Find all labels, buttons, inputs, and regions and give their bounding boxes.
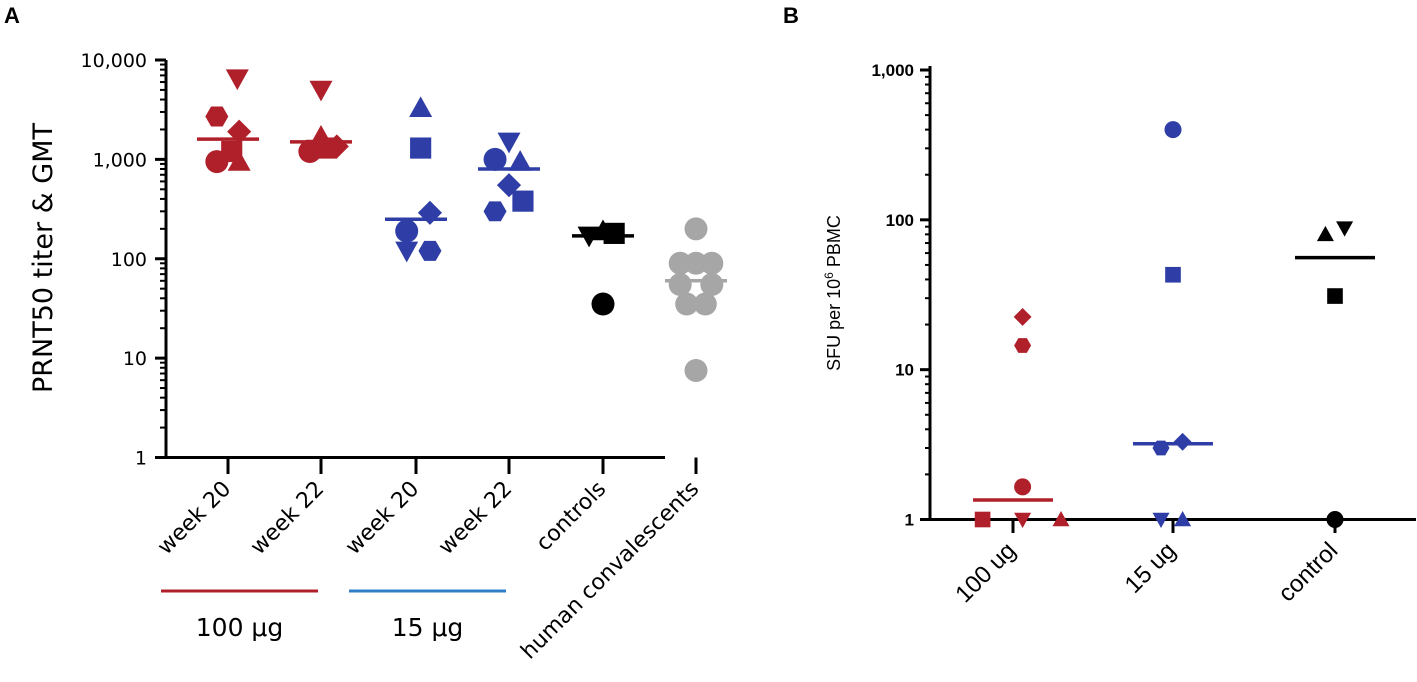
panel-b-y-axis-label: SFU per 106 PBMC <box>822 215 844 371</box>
panel-b-diamond-point <box>1173 432 1192 451</box>
panel-b-y-label-prefix: SFU per 10 <box>824 279 844 371</box>
panel-a-circle-point <box>700 273 724 297</box>
panel-a-circle-point <box>668 251 692 275</box>
panel-b-square-point <box>1327 288 1343 304</box>
panel-a-dose-label: 15 μg <box>392 613 464 642</box>
panel-a-x-tick-label: week 22 <box>434 477 517 560</box>
panel-a-x-tick-label: week 22 <box>246 477 329 560</box>
panel-label-b: B <box>783 3 799 28</box>
panel-a-y-tick-label: 100 <box>111 249 147 271</box>
panel-b-x-tick-label: 100 ug <box>950 537 1021 608</box>
panel-b-y-label-superscript: 6 <box>822 272 836 279</box>
panel-a-points <box>205 69 724 383</box>
panel-a-hexagon-point <box>483 201 507 222</box>
panel-a-square-point <box>316 137 338 159</box>
panel-b-y-tick-label: 10 <box>895 361 914 380</box>
panel-a-triangle-up-point <box>227 150 251 171</box>
panel-b-y-tick-label: 1 <box>905 511 914 530</box>
panel-a-x-tick-label: week 20 <box>341 477 424 560</box>
panel-a-triangle-down-point <box>395 241 419 263</box>
panel-b-y-tick-label: 100 <box>886 211 914 230</box>
panel-a-circle-point <box>395 219 419 243</box>
panel-b-hexagon-point <box>1014 338 1032 353</box>
panel-a-y-axis-label: PRNT50 titer & GMT <box>28 123 59 393</box>
panel-a-y-tick-label: 10,000 <box>81 50 147 72</box>
panel-a-triangle-down-point <box>577 226 601 248</box>
panel-b-square-point <box>1165 266 1181 283</box>
panel-b-triangle-down-point <box>1014 512 1032 528</box>
panel-a-circle-point <box>668 273 692 297</box>
panel-a-circle-point <box>675 292 699 316</box>
panel-b-circle-point <box>1326 511 1344 528</box>
panel-label-a: A <box>4 3 20 28</box>
panel-a-circle-point <box>684 251 708 275</box>
panel-a-dose-groups: 100 μg 15 μg <box>161 589 506 642</box>
panel-b: B 1 10 100 1,000 100 ug 15 ug control SFU per… <box>783 3 1416 608</box>
panel-a-x-tick-label: week 20 <box>153 477 236 560</box>
panel-a-y-tick-label: 1,000 <box>93 149 147 171</box>
panel-a-square-point <box>410 137 432 159</box>
panel-b-square-point <box>974 511 991 528</box>
panel-a-y-tick-label: 10 <box>123 348 147 370</box>
panel-b-points <box>974 121 1354 528</box>
panel-a-hexagon-point <box>418 240 442 261</box>
panel-a-diamond-point <box>417 200 443 225</box>
panel-b-triangle-up-point <box>1316 225 1334 242</box>
panel-b-hexagon-point <box>1152 440 1170 456</box>
panel-a-triangle-down-point <box>497 132 521 154</box>
panel-a-square-point <box>512 190 534 212</box>
panel-a-x-tick-label: controls <box>532 477 612 557</box>
panel-a-y-axis: 1 10 100 1,000 10,000 <box>81 50 168 470</box>
panel-a-y-tick-label: 1 <box>135 448 147 470</box>
panel-b-x-tick-label: 15 ug <box>1120 537 1182 599</box>
panel-b-y-label-suffix: PBMC <box>824 215 844 272</box>
panel-a-circle-point <box>693 292 717 316</box>
panel-b-median-lines <box>973 255 1375 502</box>
panel-a-circle-point <box>483 147 507 171</box>
panel-a-triangle-up-point <box>508 150 532 171</box>
panel-b-triangle-up-point <box>1052 511 1070 527</box>
panel-b-y-tick-label: 1,000 <box>871 61 914 80</box>
panel-a-circle-point <box>684 217 708 241</box>
panel-b-circle-point <box>1164 121 1182 139</box>
panel-a-circle-point <box>205 150 229 174</box>
panel-a-circle-point <box>591 292 615 316</box>
panel-b-y-axis: 1 10 100 1,000 <box>871 61 932 530</box>
panel-b-triangle-up-point <box>1174 511 1192 527</box>
panel-a-hexagon-point <box>205 106 229 127</box>
panel-a-triangle-down-point <box>225 69 249 91</box>
panel-a-gmt-lines <box>197 137 727 283</box>
panel-b-triangle-down-point <box>1336 221 1354 237</box>
panel-a-triangle-up-point <box>409 96 433 118</box>
panel-b-diamond-point <box>1013 307 1032 326</box>
panel-b-x-tick-label: control <box>1273 537 1343 607</box>
panel-a-circle-point <box>700 251 724 275</box>
panel-a-triangle-down-point <box>309 80 333 102</box>
panel-a-x-tick-label: human convalescents <box>516 477 704 665</box>
panel-a-dose-label: 100 μg <box>196 613 283 642</box>
panel-a-circle-point <box>298 140 322 164</box>
panel-b-x-axis: 100 ug 15 ug control <box>928 518 1416 608</box>
panel-a-diamond-point <box>227 119 252 144</box>
panel-b-circle-point <box>1014 478 1032 496</box>
panel-b-triangle-down-point <box>1152 512 1170 528</box>
panel-a-square-point <box>603 222 625 244</box>
panel-a-circle-point <box>684 359 708 383</box>
